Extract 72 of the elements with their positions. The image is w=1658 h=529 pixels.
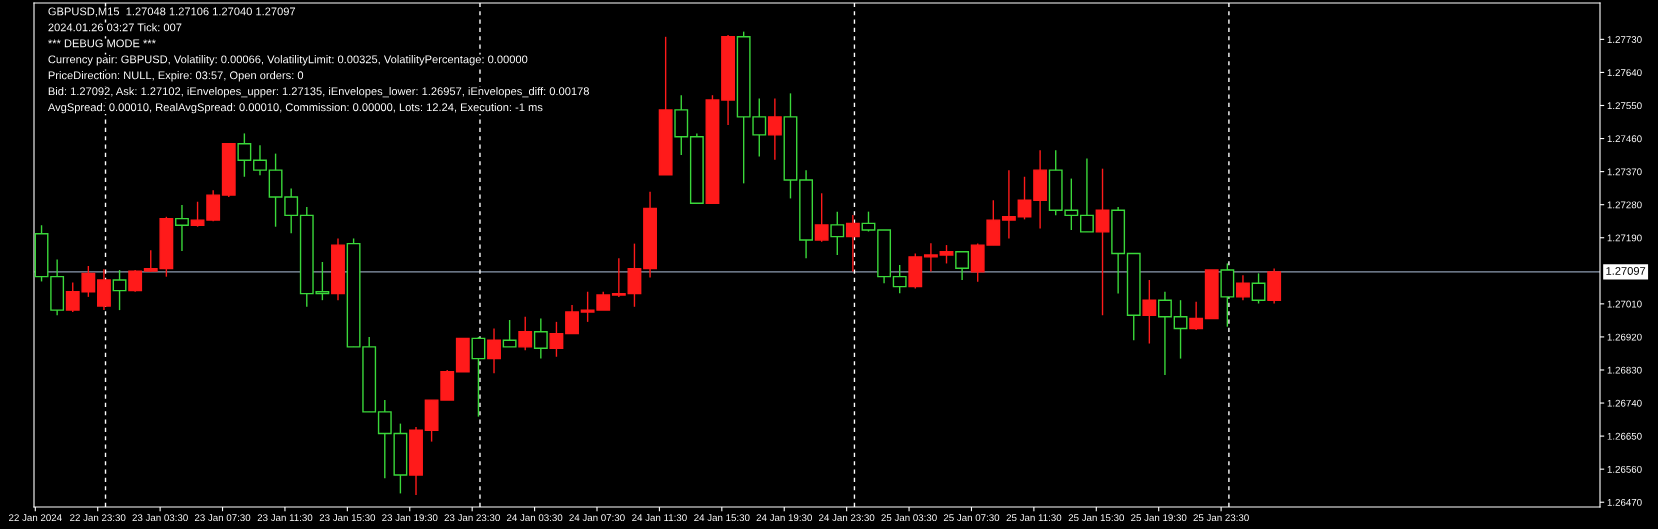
- y-tick-label: 1.26830: [1607, 366, 1642, 374]
- y-tick-label: 1.27280: [1607, 201, 1642, 209]
- y-tick-label: 1.27190: [1607, 234, 1642, 242]
- x-tick-label: 24 Jan 03:30: [506, 514, 563, 522]
- candlestick: [518, 316, 533, 351]
- annotation: Bid: 1.27092, Ask: 1.27102, iEnvelopes_upper: 1.27135, iEnvelopes_lower: 1.26957, iEnvelopes_diff: 0.00178: [48, 87, 589, 98]
- annotation: Currency pair: GBPUSD, Volatility: 0.00066, VolatilityLimit: 0.00325, VolatilityPercentage: 0.00000: [48, 55, 528, 66]
- y-tick-label: 1.26470: [1607, 498, 1642, 506]
- y-tick-label: 1.27010: [1607, 300, 1642, 308]
- y-tick-label: 1.27730: [1607, 36, 1642, 43]
- candlestick: [112, 269, 127, 311]
- candlestick: [830, 210, 845, 256]
- y-tick-label: 1.26920: [1607, 333, 1642, 341]
- candlestick: [502, 319, 517, 348]
- y-tick-label: 1.26650: [1607, 432, 1642, 440]
- x-tick-label: 24 Jan 23:30: [819, 514, 875, 522]
- candlestick: [1158, 291, 1172, 376]
- x-tick-label: 23 Jan 23:30: [444, 514, 500, 522]
- candlestick: [1142, 279, 1157, 345]
- x-tick-label: 23 Jan 11:30: [257, 514, 313, 522]
- x-tick-label: 25 Jan 07:30: [943, 514, 1000, 522]
- x-tick-label: 23 Jan 07:30: [194, 514, 251, 522]
- ref-line-label: 1.27097: [1606, 267, 1646, 275]
- candlestick: [939, 244, 954, 265]
- candlestick: [1079, 157, 1094, 233]
- x-tick-label: 25 Jan 11:30: [1006, 514, 1062, 522]
- y-tick-label: 1.27460: [1607, 135, 1642, 143]
- x-tick-label: 25 Jan 15:30: [1068, 514, 1125, 522]
- annotation: AvgSpread: 0.00010, RealAvgSpread: 0.00010, Commission: 0.00000, Lots: 12.24, Execution: -1 ms: [47, 103, 543, 114]
- candlestick: [1251, 272, 1266, 305]
- x-tick-label: 24 Jan 07:30: [569, 514, 625, 522]
- candlestick: [565, 304, 579, 335]
- candlestick: [549, 321, 564, 358]
- candlestick: [611, 257, 626, 298]
- x-tick-label: 24 Jan 11:30: [632, 514, 687, 522]
- candlestick: [923, 242, 938, 273]
- y-tick-label: 1.27370: [1607, 168, 1642, 176]
- x-tick-label: 23 Jan 15:30: [319, 514, 376, 522]
- x-tick-label: 24 Jan 19:30: [756, 514, 812, 522]
- x-tick-label: 23 Jan 19:30: [382, 514, 438, 522]
- x-tick-label: 25 Jan 19:30: [1131, 514, 1187, 522]
- annotation: *** DEBUG MODE ***: [48, 39, 156, 48]
- candlestick: [1173, 299, 1188, 360]
- candlestick: [128, 269, 143, 293]
- candlestick: [814, 192, 829, 243]
- candlestick: [1236, 274, 1250, 301]
- y-tick-label: 1.27640: [1607, 69, 1642, 77]
- candlestick: [533, 317, 548, 360]
- candlestick: [1189, 300, 1204, 331]
- chart-title: GBPUSD,M15 1.27048 1.27106 1.27040 1.27097: [48, 7, 296, 17]
- x-tick-label: 22 Jan 2024: [9, 514, 62, 522]
- candlestick: [845, 214, 860, 273]
- annotation: 2024.01.26 03:27 Tick: 007: [48, 23, 182, 32]
- candlestick: [175, 204, 189, 252]
- x-tick-label: 24 Jan 15:30: [694, 514, 750, 522]
- candlestick: [892, 264, 907, 294]
- candlestick: [1001, 169, 1016, 240]
- x-tick-label: 23 Jan 03:30: [132, 514, 188, 522]
- candlestick: [471, 336, 486, 418]
- candlestick: [955, 250, 970, 281]
- y-tick-label: 1.26740: [1607, 399, 1642, 407]
- x-tick-label: 25 Jan 03:30: [881, 514, 937, 522]
- y-tick-label: 1.26560: [1607, 465, 1642, 473]
- y-tick-label: 1.27550: [1607, 102, 1642, 110]
- candlestick: [767, 97, 782, 161]
- candlestick: [1095, 167, 1110, 316]
- candlestick: [487, 327, 501, 374]
- annotation: PriceDirection: NULL, Expire: 03:57, Open orders: 0: [48, 71, 304, 82]
- x-tick-label: 25 Jan 23:30: [1193, 514, 1249, 522]
- candlestick: [253, 144, 267, 176]
- x-tick-label: 22 Jan 23:30: [70, 514, 126, 522]
- candlestick: [237, 132, 252, 178]
